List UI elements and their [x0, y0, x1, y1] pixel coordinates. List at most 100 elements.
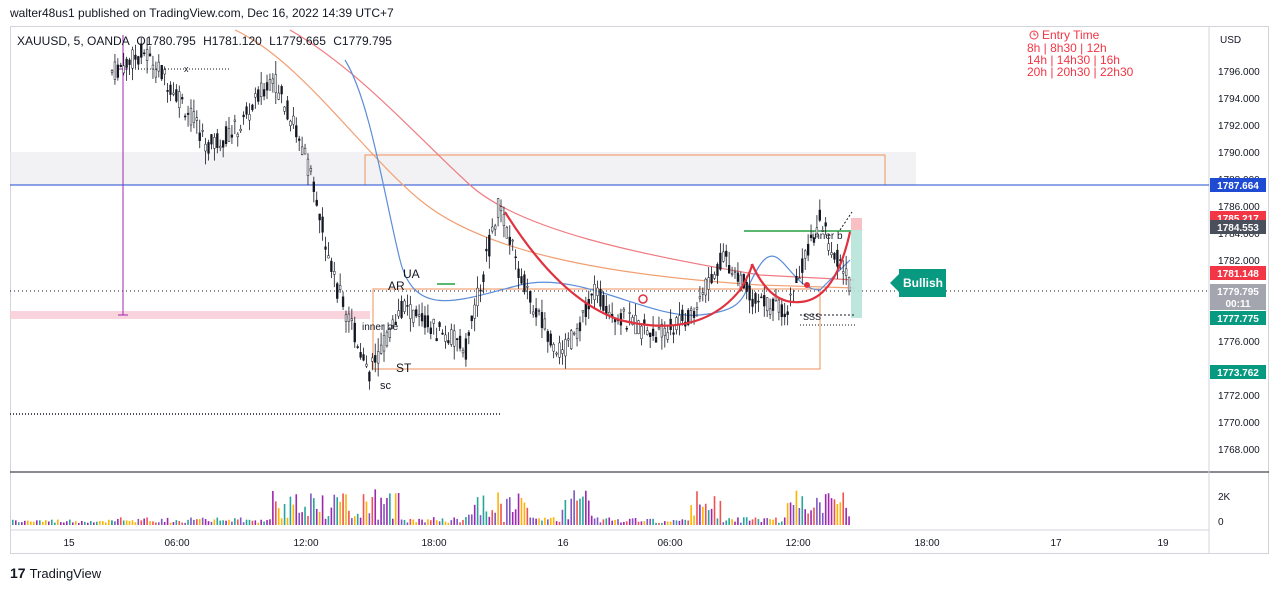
volume-bar	[69, 519, 71, 525]
volume-bar	[78, 522, 80, 525]
volume-bar	[473, 504, 476, 525]
time-tick: 06:00	[164, 538, 189, 549]
cup-curve[interactable]	[504, 211, 754, 327]
volume-bar	[207, 521, 210, 525]
candle-body	[453, 330, 456, 347]
volume-bar	[63, 522, 65, 525]
volume-bar	[593, 518, 596, 525]
volume-bar	[263, 521, 265, 525]
price-axis[interactable]: 1796.0001794.0001792.0001790.0001788.000…	[1218, 67, 1260, 456]
volume-bar	[307, 515, 309, 525]
volume-bar	[18, 522, 20, 525]
entry-time-note[interactable]: Entry Time 8h | 8h30 | 12h 14h | 14h30 |…	[1027, 28, 1134, 79]
candle-body	[842, 271, 845, 274]
volume-bar	[438, 521, 441, 525]
candle-body	[219, 145, 222, 149]
time-axis[interactable]: 15 06:00 12:00 18:00 16 06:00 12:00 18:00 17 19	[63, 538, 1169, 549]
price-badge: 00:11	[1210, 296, 1266, 310]
volume-bar	[66, 521, 68, 525]
volume-bar	[479, 515, 482, 525]
volume-bar	[573, 490, 575, 525]
time-tick: 15	[63, 538, 75, 549]
candle-body	[845, 268, 848, 276]
volume-bar	[313, 498, 315, 525]
volume-bar	[386, 498, 388, 525]
volume-bar	[508, 497, 511, 525]
target-zone[interactable]	[851, 230, 862, 318]
candle-body	[265, 82, 269, 91]
label-sc: sc	[380, 380, 392, 392]
candle-body	[496, 198, 500, 218]
candle-body	[210, 134, 213, 145]
volume-bar	[465, 517, 467, 525]
candle-body	[476, 287, 479, 307]
price-tick: 1790.000	[1218, 148, 1260, 159]
candle-body	[417, 314, 421, 317]
candle-body	[543, 318, 547, 330]
candle-body	[236, 133, 239, 138]
candle-body	[532, 311, 535, 315]
candle-body	[827, 243, 830, 251]
price-badge-label: 1779.795	[1217, 287, 1259, 298]
volume-bar	[415, 522, 417, 525]
volume-bar	[719, 500, 722, 525]
candle-body	[552, 343, 555, 352]
volume-bar	[766, 518, 768, 525]
handle-curve[interactable]	[750, 231, 852, 304]
volume-bar	[283, 504, 286, 525]
volume-bar	[544, 517, 546, 525]
volume-bar	[295, 494, 298, 525]
price-tick: 1794.000	[1218, 94, 1260, 105]
volume-bar	[500, 503, 502, 525]
volume-bar	[24, 520, 26, 525]
candle-body	[745, 281, 748, 292]
candle-body	[763, 295, 766, 307]
volume-bar	[353, 516, 356, 525]
volume-bar	[336, 497, 339, 525]
volume-bar	[824, 494, 827, 525]
candle-body	[113, 61, 117, 80]
candle-body	[593, 284, 596, 300]
time-tick: 12:00	[785, 538, 810, 549]
volume-bar	[228, 519, 230, 525]
tradingview-footer[interactable]: 17 TradingView	[10, 565, 102, 581]
volume-bar	[368, 513, 371, 525]
volume-bar	[520, 498, 523, 525]
candle-body	[473, 304, 476, 319]
candle-body	[248, 114, 251, 121]
entry-time-line-2: 14h | 14h30 | 16h	[1027, 53, 1120, 67]
volume-bar	[488, 516, 491, 525]
candle-body	[198, 132, 201, 141]
candle-body	[350, 318, 353, 321]
volume-bar	[582, 496, 584, 525]
volume-bar	[374, 489, 377, 525]
volume-bar	[731, 519, 733, 525]
label-ua: UA	[403, 267, 420, 281]
volume-bar	[231, 521, 233, 525]
volume-bar	[447, 522, 450, 525]
candle-body	[435, 338, 438, 342]
candle-body	[341, 296, 345, 307]
volume-bar	[181, 522, 183, 525]
label-st: ST	[396, 361, 412, 375]
volume-bar	[821, 512, 824, 525]
candle-body	[517, 268, 520, 278]
volume-bar	[734, 521, 736, 525]
candle-body	[657, 327, 661, 330]
volume-bar	[204, 519, 207, 525]
volume-bar	[193, 520, 195, 525]
price-badge-label: 1785.217	[1217, 214, 1259, 225]
candle-body	[151, 64, 155, 70]
candle-body	[415, 309, 418, 317]
candle-body	[555, 352, 558, 355]
candle-body	[634, 315, 637, 335]
bullish-callout[interactable]: Bullish	[890, 269, 946, 297]
volume-bar	[576, 500, 578, 525]
supply-zone[interactable]	[10, 152, 916, 185]
volume-bar	[441, 518, 444, 525]
candle-body	[488, 234, 491, 257]
demand-zone[interactable]	[10, 311, 370, 319]
stop-zone[interactable]	[851, 218, 862, 230]
volume-bar	[696, 491, 698, 525]
